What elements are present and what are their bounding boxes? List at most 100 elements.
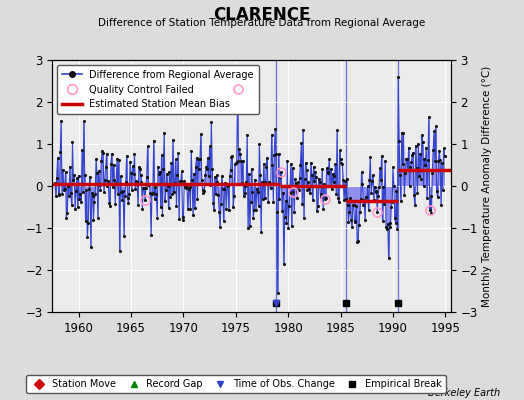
Point — [279, 190, 287, 196]
Point — [429, 146, 438, 153]
Point — [358, 181, 367, 188]
Point — [343, 176, 351, 182]
Point — [393, 226, 401, 232]
Point — [432, 188, 441, 194]
Point — [314, 203, 322, 209]
Point — [204, 173, 213, 180]
Point — [238, 158, 247, 164]
Point — [276, 174, 285, 180]
Point — [144, 143, 152, 150]
Point — [437, 202, 445, 208]
Point — [123, 195, 132, 201]
Point — [382, 224, 390, 231]
Point — [94, 214, 102, 221]
Point — [232, 160, 240, 166]
Point — [248, 189, 257, 195]
Point — [100, 188, 108, 195]
Point — [162, 171, 171, 177]
Point — [205, 143, 214, 150]
Point — [377, 177, 385, 184]
Point — [252, 207, 260, 213]
Point — [359, 202, 367, 208]
Point — [210, 206, 218, 213]
Point — [173, 172, 181, 178]
Point — [267, 184, 275, 191]
Point — [261, 178, 270, 185]
Point — [110, 177, 118, 184]
Point — [385, 254, 393, 261]
Point — [329, 171, 337, 177]
Point — [340, 197, 348, 204]
Point — [420, 155, 429, 162]
Point — [372, 188, 380, 194]
Point — [120, 232, 128, 239]
Point — [81, 172, 89, 179]
Point — [91, 191, 100, 198]
Point — [284, 224, 292, 231]
Point — [256, 172, 265, 178]
Point — [136, 166, 144, 172]
Point — [188, 177, 196, 184]
Point — [133, 179, 141, 185]
Point — [343, 202, 352, 208]
Point — [224, 182, 232, 189]
Point — [152, 191, 160, 198]
Point — [410, 192, 418, 198]
Point — [389, 164, 397, 170]
Point — [201, 172, 210, 178]
Point — [347, 217, 355, 224]
Point — [315, 179, 324, 186]
Point — [141, 197, 149, 203]
Point — [332, 191, 341, 198]
Point — [373, 208, 381, 215]
Point — [134, 202, 142, 209]
Point — [200, 188, 209, 194]
Point — [57, 118, 66, 124]
Point — [178, 168, 186, 175]
Point — [247, 166, 256, 172]
Point — [326, 182, 334, 189]
Point — [348, 202, 357, 208]
Point — [283, 158, 291, 164]
Point — [235, 146, 244, 152]
Point — [296, 175, 304, 181]
Point — [385, 219, 394, 226]
Point — [355, 221, 363, 228]
Point — [400, 192, 409, 198]
Point — [226, 166, 235, 173]
Point — [375, 184, 383, 190]
Point — [288, 164, 297, 171]
Point — [402, 156, 410, 163]
Point — [275, 196, 283, 202]
Point — [165, 169, 173, 176]
Point — [170, 180, 179, 186]
Point — [281, 198, 290, 204]
Point — [435, 148, 443, 154]
Point — [59, 167, 67, 173]
Point — [415, 173, 423, 180]
Point — [212, 191, 220, 198]
Point — [427, 210, 435, 216]
Point — [272, 208, 281, 215]
Point — [241, 182, 249, 189]
Point — [333, 127, 341, 133]
Point — [392, 188, 401, 194]
Point — [214, 191, 223, 198]
Point — [418, 132, 426, 139]
Point — [341, 178, 349, 184]
Point — [68, 139, 77, 146]
Point — [266, 181, 274, 188]
Point — [222, 206, 231, 212]
Point — [74, 172, 83, 179]
Point — [299, 126, 307, 133]
Point — [403, 167, 412, 174]
Point — [328, 186, 336, 193]
Point — [203, 165, 211, 172]
Point — [339, 176, 347, 183]
Point — [431, 158, 439, 164]
Point — [289, 188, 298, 195]
Point — [369, 196, 378, 203]
Point — [95, 182, 104, 188]
Point — [151, 184, 160, 191]
Point — [143, 174, 151, 180]
